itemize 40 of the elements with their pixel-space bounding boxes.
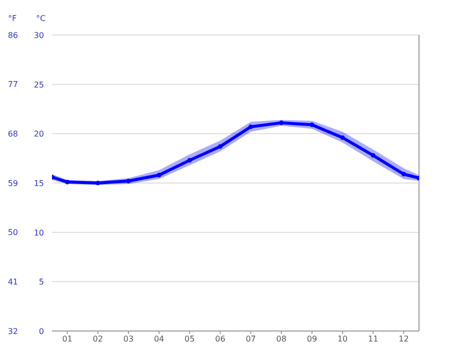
x-tick-label: 01 xyxy=(62,334,72,344)
point xyxy=(64,180,70,184)
point xyxy=(370,153,376,158)
y2-tick-label: 32 xyxy=(8,326,18,336)
x-tick-label: 03 xyxy=(123,334,134,344)
point xyxy=(279,120,284,126)
y-tick-label: 25 xyxy=(34,80,44,90)
y2-tick-label: 68 xyxy=(8,130,18,139)
point xyxy=(187,158,192,163)
y-tick-label: 20 xyxy=(34,130,44,139)
point xyxy=(401,172,406,176)
x-tick-label: 10 xyxy=(337,334,348,344)
point xyxy=(156,172,162,178)
y2-tick-label: 59 xyxy=(8,178,18,188)
x-tick-label: 08 xyxy=(276,334,286,344)
y2-tick-label: 86 xyxy=(8,30,18,40)
x-tick-label: 06 xyxy=(215,334,226,344)
x-tick-label: 12 xyxy=(398,334,409,344)
point xyxy=(126,178,131,184)
y-tick-label: 5 xyxy=(38,278,44,287)
point xyxy=(340,135,345,140)
y2-axis-title: °F xyxy=(8,14,17,23)
y-tick-label: 30 xyxy=(34,31,44,40)
x-tick-label: 07 xyxy=(246,334,256,344)
y2-tick-label: 50 xyxy=(8,228,18,238)
y-tick-label: 0 xyxy=(38,327,44,336)
y2-tick-label: 41 xyxy=(8,278,18,287)
x-tick-label: 02 xyxy=(92,334,103,344)
point xyxy=(310,122,314,128)
x-tick-label: 05 xyxy=(184,334,195,344)
point xyxy=(218,144,223,149)
x-tick-label: 09 xyxy=(306,334,318,344)
point xyxy=(248,124,254,130)
y-tick-label: 10 xyxy=(34,228,44,238)
y2-tick-label: 77 xyxy=(8,80,18,90)
x-tick-label: 04 xyxy=(154,334,164,344)
point xyxy=(96,180,100,186)
y-axis-title: °C xyxy=(36,14,46,23)
y-tick-label: 15 xyxy=(34,179,44,188)
x-tick-label: 11 xyxy=(368,334,378,344)
